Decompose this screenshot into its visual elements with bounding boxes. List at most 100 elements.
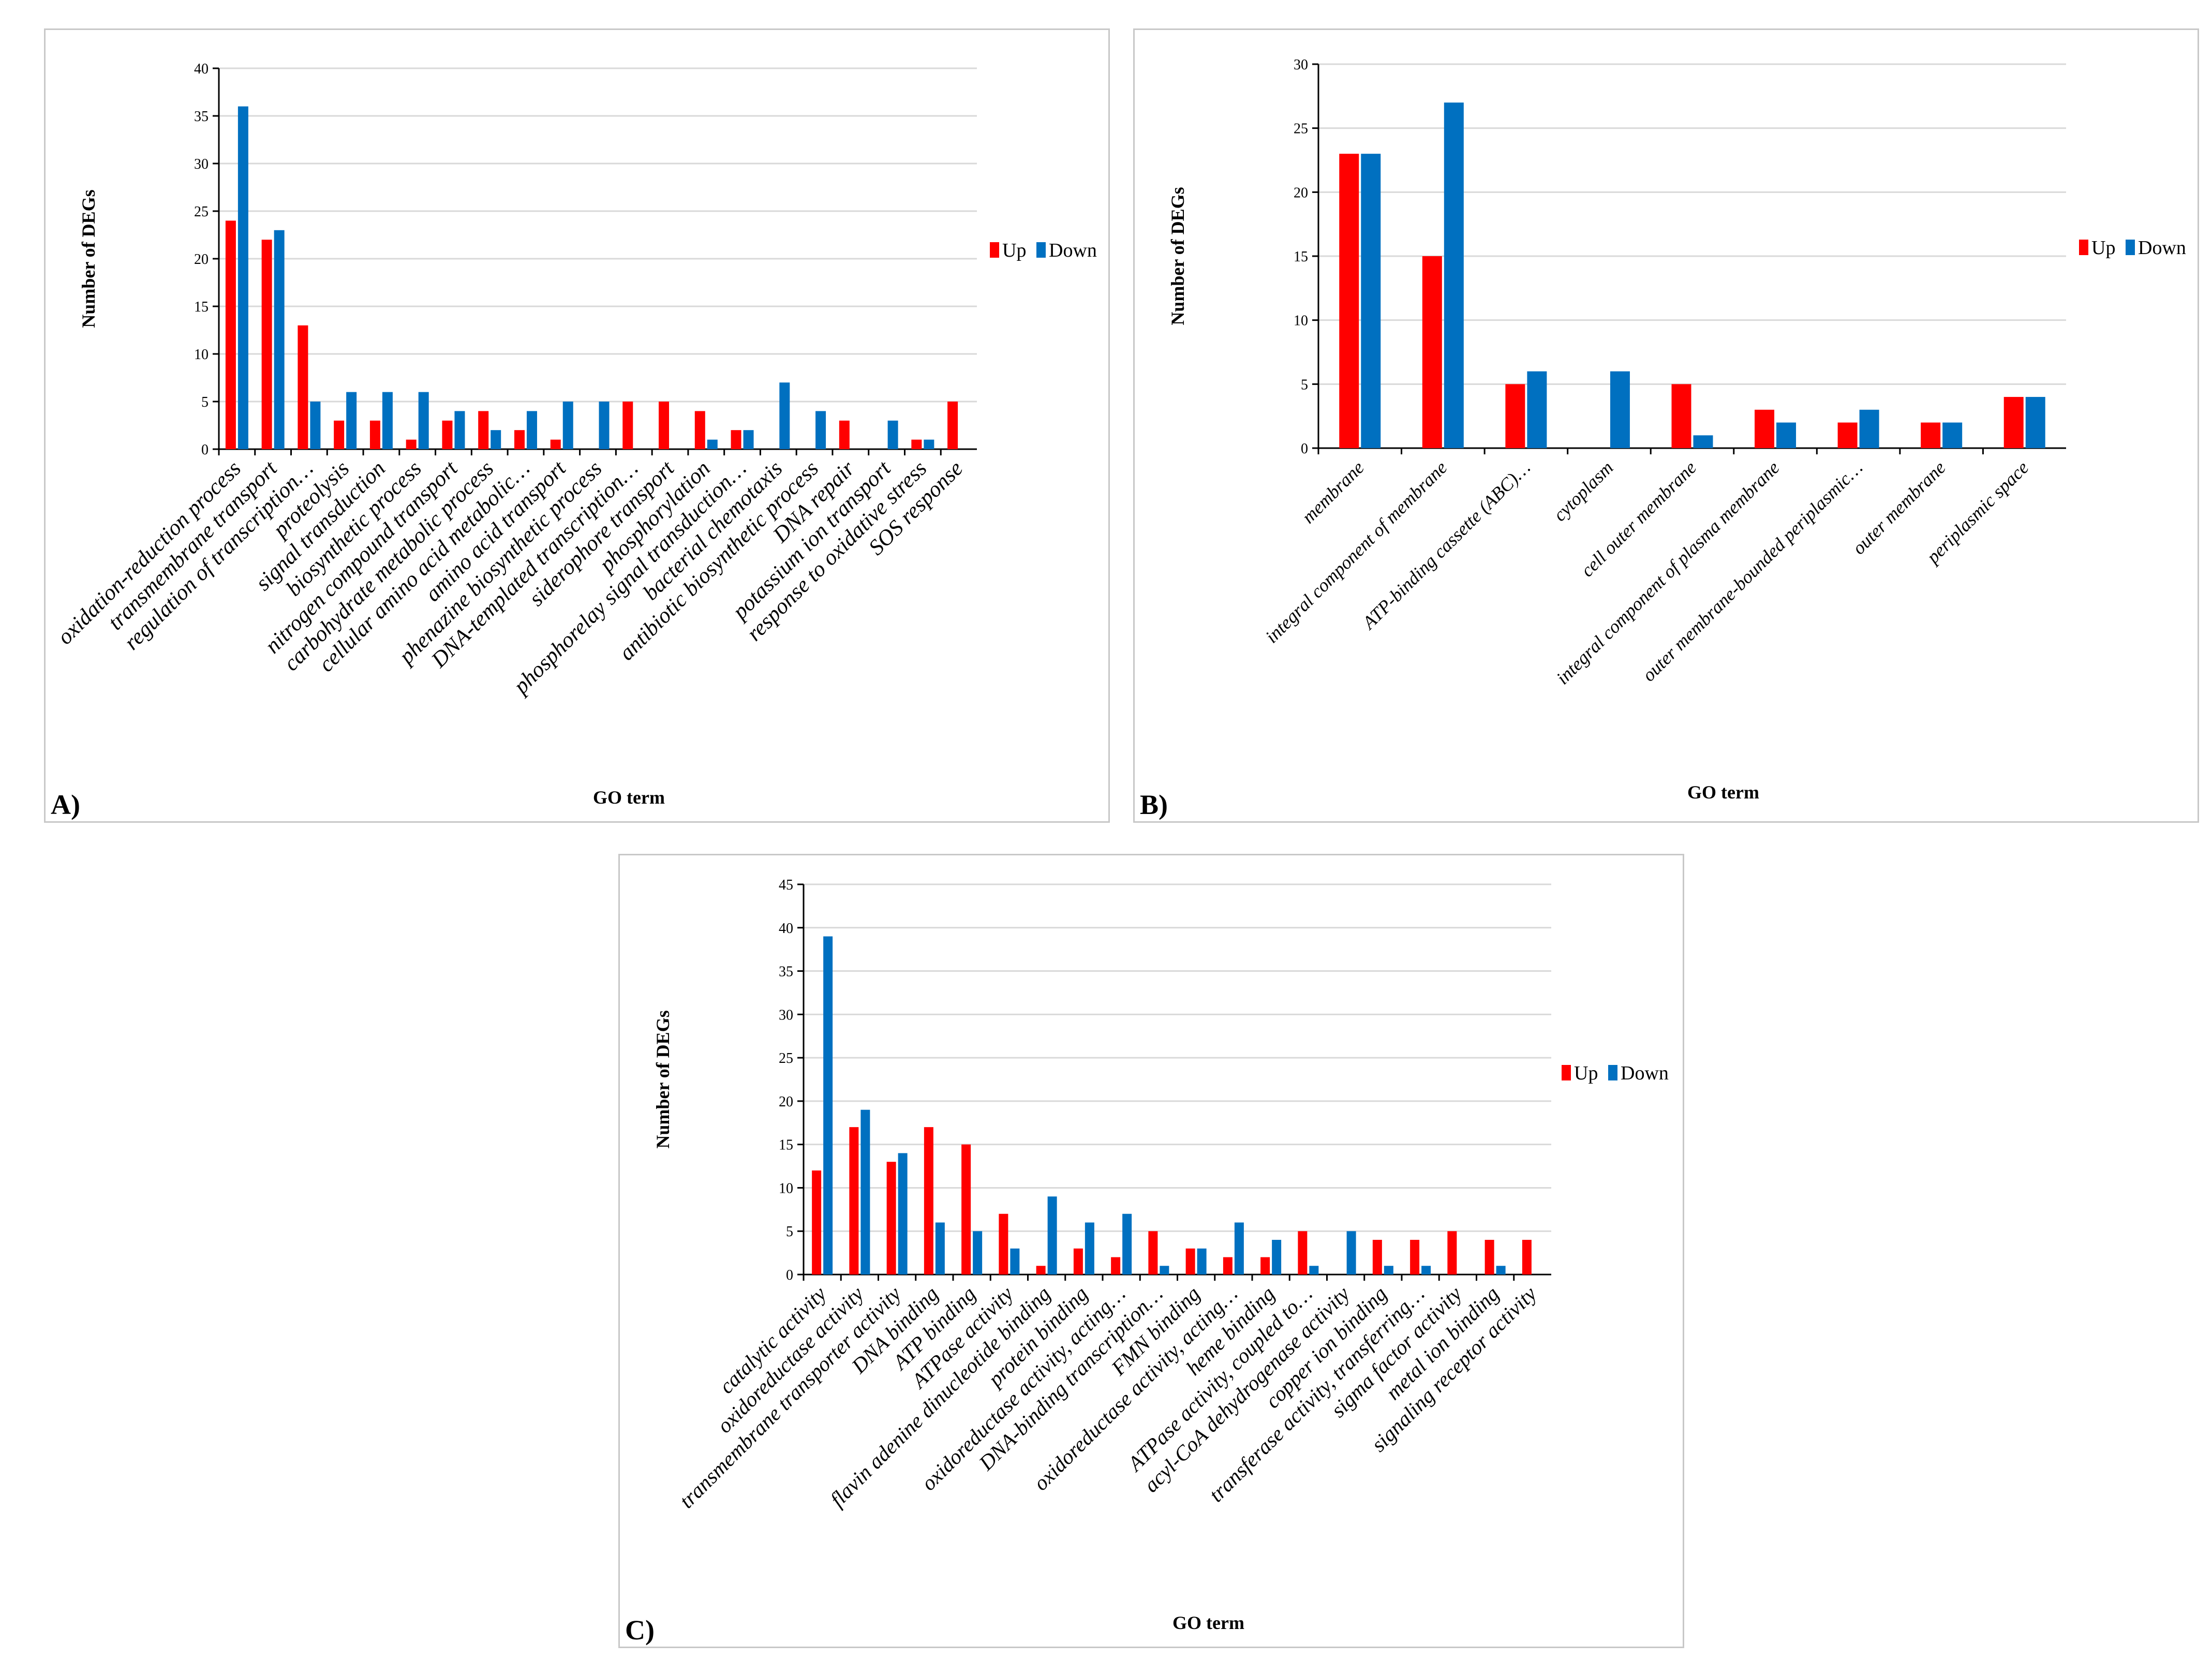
y-tick-label: 20 xyxy=(1294,185,1308,201)
bar-down xyxy=(935,1222,945,1275)
bar-up xyxy=(659,402,670,449)
panel-label: B) xyxy=(1140,789,1168,820)
bar-up xyxy=(1036,1266,1046,1275)
bar-up xyxy=(849,1127,859,1275)
bar-up xyxy=(1298,1231,1308,1275)
bar-up xyxy=(442,420,453,449)
x-axis-title: GO term xyxy=(1172,1612,1244,1633)
y-tick-label: 15 xyxy=(779,1137,793,1153)
legend-label-down: Down xyxy=(1049,240,1097,261)
bar-up xyxy=(1755,409,1775,448)
panel-label: A) xyxy=(51,789,80,820)
bar-up xyxy=(1522,1239,1532,1275)
bar-down xyxy=(1421,1266,1431,1275)
legend-label-down: Down xyxy=(1621,1062,1669,1084)
x-tick-label: transmembrane transport xyxy=(103,456,283,635)
y-tick-label: 40 xyxy=(779,921,793,937)
bar-up xyxy=(622,402,633,449)
bar-down xyxy=(562,402,573,449)
panel-c: 0 5 10 15 20 25 30 35 40 45 catalytic activity oxid… xyxy=(618,854,1684,1648)
bar-up xyxy=(261,240,272,449)
bar-up xyxy=(478,411,489,449)
bar-up xyxy=(1837,422,1858,448)
y-tick-label: 25 xyxy=(1294,121,1308,137)
bar-down xyxy=(887,420,898,449)
legend-swatch-up xyxy=(1562,1065,1571,1080)
bar-up xyxy=(911,439,922,449)
x-tick-label: cytoplasm xyxy=(1549,457,1617,525)
bar-down xyxy=(2025,397,2045,448)
y-tick-label: 0 xyxy=(786,1267,793,1283)
bar-up xyxy=(1260,1257,1270,1275)
bar-up xyxy=(1921,422,1941,448)
bar-down xyxy=(707,439,718,449)
bar-up xyxy=(1148,1231,1158,1275)
y-axis-title: Number of DEGs xyxy=(652,1010,673,1148)
x-tick-label: membrane xyxy=(1298,457,1368,527)
bar-up xyxy=(406,439,417,449)
bar-down xyxy=(973,1231,983,1275)
bar-up xyxy=(839,420,850,449)
legend: Up Down xyxy=(990,240,1097,261)
bar-down xyxy=(1361,154,1381,449)
y-tick-label: 10 xyxy=(1294,313,1308,329)
bar-down xyxy=(1693,435,1713,448)
bar-down xyxy=(1010,1248,1020,1275)
bar-down xyxy=(1122,1213,1132,1275)
y-tick-label: 10 xyxy=(779,1180,793,1196)
bar-down xyxy=(382,392,393,449)
bar-down xyxy=(1309,1266,1319,1275)
bar-down xyxy=(491,430,501,449)
y-tick-label: 30 xyxy=(194,156,209,172)
bar-up xyxy=(514,430,525,449)
bar-up xyxy=(999,1213,1008,1275)
bar-up xyxy=(550,439,561,449)
y-tick-label: 20 xyxy=(194,251,209,268)
bar-down xyxy=(1776,422,1797,448)
x-tick-label: integral component of membrane xyxy=(1261,457,1451,647)
bar-up xyxy=(886,1162,896,1275)
bar-down xyxy=(1160,1266,1169,1275)
y-axis-title: Number of DEGs xyxy=(78,189,99,328)
y-tick-label: 10 xyxy=(194,347,209,363)
legend: Up Down xyxy=(1562,1062,1669,1084)
legend-swatch-down xyxy=(1036,242,1046,258)
legend-swatch-up xyxy=(2079,240,2088,255)
bar-up xyxy=(2003,397,2024,448)
y-tick-label: 25 xyxy=(779,1050,793,1066)
y-tick-label: 45 xyxy=(779,877,793,893)
legend-swatch-up xyxy=(990,242,999,258)
y-tick-label: 20 xyxy=(779,1094,793,1110)
y-tick-label: 15 xyxy=(194,299,209,315)
bar-up xyxy=(947,402,958,449)
y-tick-label: 30 xyxy=(779,1007,793,1023)
y-tick-label: 25 xyxy=(194,204,209,220)
bar-down xyxy=(1610,371,1630,448)
bar-down xyxy=(1496,1266,1506,1275)
bar-down xyxy=(1346,1231,1356,1275)
bar-up xyxy=(225,220,236,449)
panel-b: 0 5 10 15 20 25 30 membrane integral component o… xyxy=(1133,28,2199,823)
panel-a: 0 5 10 15 20 25 30 35 40 oxidation-reduction proc… xyxy=(44,28,1110,823)
legend-label-up: Up xyxy=(1002,240,1026,261)
bar-up xyxy=(298,325,308,449)
bar-down xyxy=(1444,102,1464,448)
y-tick-label: 5 xyxy=(1301,377,1308,393)
bar-down xyxy=(1527,371,1547,448)
bar-up xyxy=(924,1127,933,1275)
bar-up xyxy=(369,420,380,449)
bar-down xyxy=(779,382,790,449)
bar-down xyxy=(1047,1196,1057,1275)
y-tick-label: 35 xyxy=(194,109,209,125)
y-tick-label: 0 xyxy=(1301,441,1308,457)
legend-swatch-down xyxy=(2126,240,2135,255)
y-tick-label: 30 xyxy=(1294,57,1308,73)
bar-down xyxy=(924,439,934,449)
y-axis-title: Number of DEGs xyxy=(1167,187,1188,325)
bar-up xyxy=(1339,154,1359,449)
bar-down xyxy=(418,392,429,449)
bar-up xyxy=(1410,1239,1420,1275)
bar-up xyxy=(1505,384,1525,448)
